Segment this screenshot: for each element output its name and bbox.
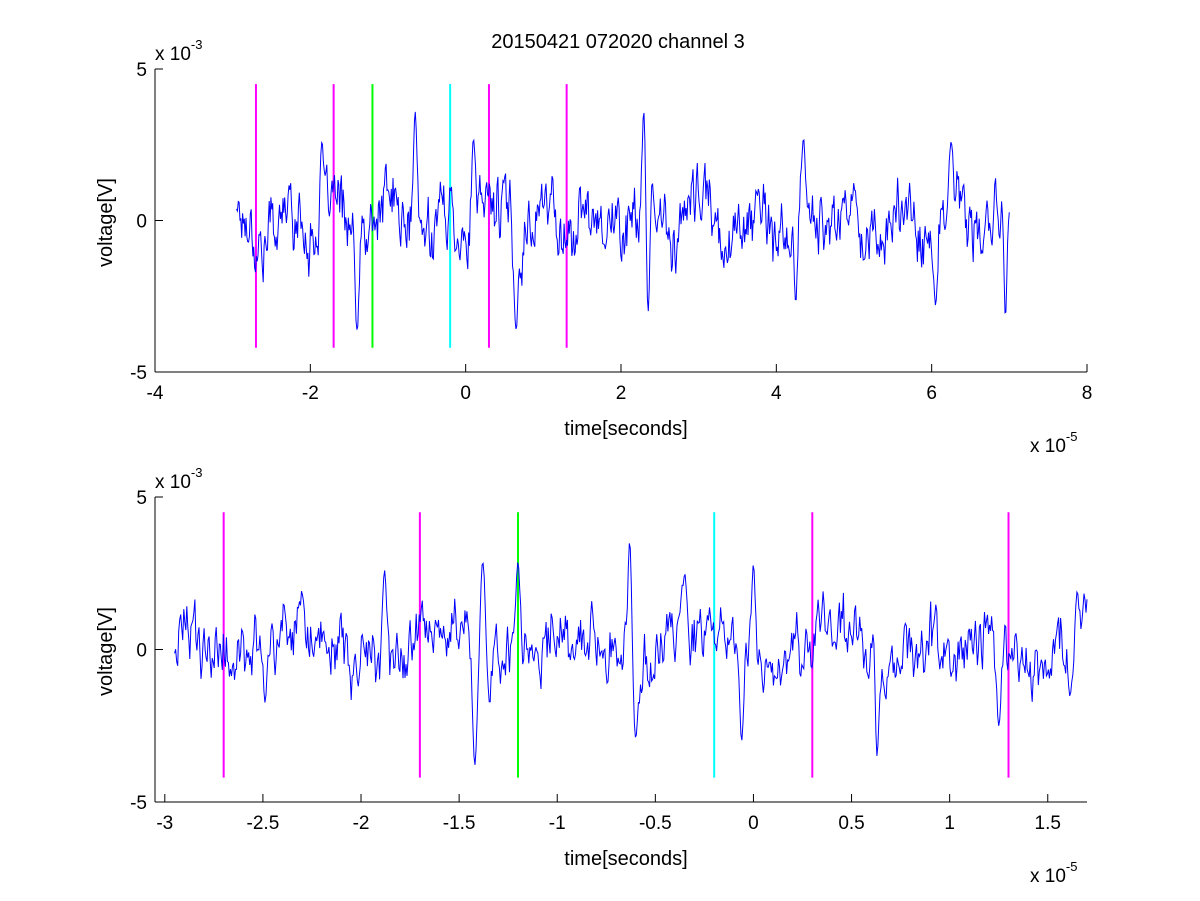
x-tick-label: -2 [353, 813, 370, 834]
x-exponent-label: x 10-5 [1030, 859, 1077, 887]
y-tick-label: -5 [130, 793, 147, 814]
x-tick-label: -1.5 [443, 813, 476, 834]
y-axis-label: voltage[V] [95, 178, 117, 267]
y-exponent-label: x 10-3 [155, 465, 202, 493]
y-tick-label: 0 [136, 212, 147, 233]
x-tick-label: -1 [549, 813, 566, 834]
y-tick-label: -5 [130, 363, 147, 384]
x-axis-label: time[seconds] [564, 848, 687, 870]
x-axis-label: time[seconds] [564, 418, 687, 440]
x-tick-label: 8 [1082, 383, 1093, 404]
top-plot: -4 -2 0 2 4 6 8 -5 0 5 time[seconds] voltage[V] x 10… [95, 37, 1092, 457]
signal-trace [174, 543, 1088, 765]
x-tick-label: 6 [926, 383, 937, 404]
x-tick-label: 1 [944, 813, 955, 834]
x-tick-label: 4 [771, 383, 782, 404]
bottom-plot: -3 -2.5 -2 -1.5 -1 -0.5 0 0.5 1 1.5 -5 0 5 time[secon… [95, 465, 1088, 887]
y-tick-label: 5 [136, 488, 147, 509]
x-exponent-label: x 10-5 [1030, 429, 1077, 457]
x-tick-label: 2 [616, 383, 627, 404]
x-tick-label: 0.5 [838, 813, 864, 834]
figure-title: 20150421 072020 channel 3 [491, 31, 745, 53]
x-tick-label: -2 [302, 383, 319, 404]
x-tick-label: -0.5 [639, 813, 672, 834]
y-tick-label: 0 [136, 641, 147, 662]
x-tick-label: -3 [156, 813, 173, 834]
x-tick-label: -4 [147, 383, 164, 404]
y-tick-label: 5 [136, 60, 147, 81]
x-tick-label: 0 [460, 383, 471, 404]
x-tick-label: 1.5 [1035, 813, 1061, 834]
x-tick-label: -2.5 [247, 813, 280, 834]
signal-trace [236, 111, 1010, 330]
y-exponent-label: x 10-3 [155, 37, 202, 65]
y-axis-label: voltage[V] [95, 607, 117, 696]
x-tick-label: 0 [748, 813, 759, 834]
